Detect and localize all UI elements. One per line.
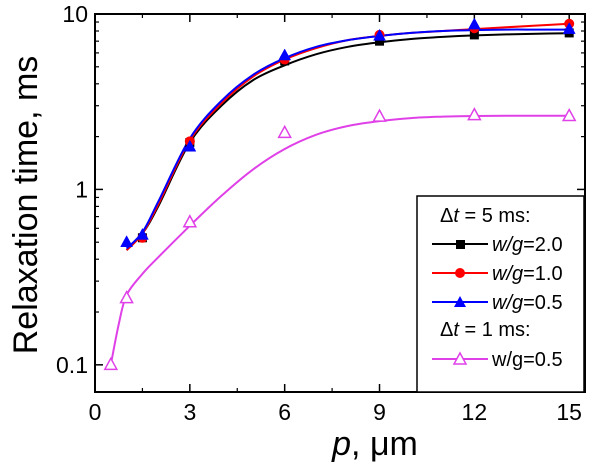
series-curves: [109, 22, 570, 365]
y-tick-label: 0.1: [56, 352, 88, 378]
x-axis-unit: , μm: [351, 425, 418, 463]
data-point-triangle: [120, 235, 134, 247]
data-point-open-triangle: [561, 107, 577, 122]
data-point-triangle: [373, 28, 386, 41]
legend-label: w/g=2.0: [492, 234, 563, 256]
x-tick-label: 9: [373, 399, 386, 425]
y-tick-label: 10: [62, 1, 88, 27]
legend-label: w/g=1.0: [492, 263, 563, 285]
x-tick-label: 6: [278, 399, 291, 425]
legend-entry-wg05-1ms: w/g=0.5: [432, 349, 563, 371]
legend-group1-header: Δt = 5 ms:: [440, 205, 531, 227]
legend-square-marker: [456, 240, 465, 249]
data-point-open-triangle: [467, 107, 482, 121]
legend: Δt = 5 ms: w/g=2.0 w/g=1.0 w/g=0.5 Δt = …: [416, 195, 585, 393]
data-point-triangle: [278, 48, 292, 61]
y-tick-label: 1: [75, 176, 88, 202]
x-tick-label: 12: [462, 399, 488, 425]
data-point-open-triangle: [182, 214, 198, 228]
legend-group2-header: Δt = 1 ms:: [440, 319, 531, 341]
data-point-open-triangle: [103, 356, 119, 371]
series-curve-2: [125, 28, 570, 250]
legend-triangle-marker: [454, 296, 466, 307]
legend-circle-marker: [455, 268, 465, 278]
legend-entry-wg1: w/g=1.0: [432, 263, 563, 285]
data-point-square: [375, 36, 385, 46]
data-point-square: [469, 30, 479, 40]
plot-frame: [94, 13, 586, 393]
data-point-open-triangle: [277, 124, 292, 139]
data-point-triangle: [183, 139, 197, 152]
data-point-triangle: [135, 227, 149, 240]
x-axis-label: p, μm: [331, 425, 418, 463]
data-point-open-triangle: [372, 108, 387, 122]
legend-label: w/g=0.5: [492, 292, 563, 314]
tick-labels: 0 3 6 9 12 15 0.1 1 10: [56, 1, 582, 425]
legend-open-triangle-marker: [452, 351, 468, 365]
legend-entry-wg05: w/g=0.5: [432, 292, 563, 314]
x-tick-label: 0: [89, 399, 102, 425]
legend-label: w/g=0.5: [491, 349, 563, 371]
x-tick-label: 15: [556, 399, 582, 425]
x-axis-variable: p: [331, 425, 351, 463]
y-axis-label: Relaxation time, ms: [7, 56, 45, 355]
data-point-triangle: [467, 17, 481, 30]
series-markers: [103, 17, 577, 371]
x-tick-label: 3: [183, 399, 196, 425]
data-point-open-triangle: [119, 290, 134, 304]
data-point-triangle: [562, 22, 576, 34]
legend-entry-wg2: w/g=2.0: [432, 234, 563, 256]
